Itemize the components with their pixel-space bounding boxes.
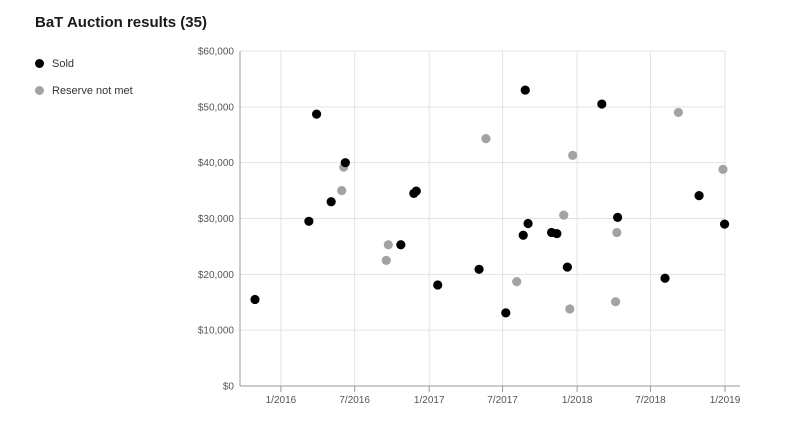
y-tick-label: $10,000 (198, 326, 235, 337)
data-point-sold[interactable] (518, 230, 528, 240)
data-point-sold[interactable] (304, 216, 314, 226)
data-point-sold[interactable] (326, 197, 336, 207)
data-point-sold[interactable] (719, 219, 730, 229)
x-tick-label: 7/2016 (339, 395, 370, 406)
data-point-sold[interactable] (694, 191, 704, 201)
data-point-sold[interactable] (474, 264, 484, 274)
x-tick-label: 1/2018 (562, 395, 593, 406)
data-point-reserve-not-met[interactable] (565, 304, 575, 314)
legend: Sold Reserve not met (35, 50, 133, 104)
y-tick-label: $0 (223, 382, 235, 393)
data-point-sold[interactable] (411, 186, 421, 196)
y-tick-label: $20,000 (198, 270, 235, 281)
data-point-sold[interactable] (562, 262, 572, 272)
data-point-sold[interactable] (660, 273, 670, 283)
data-point-reserve-not-met[interactable] (718, 164, 728, 174)
y-tick-label: $60,000 (198, 47, 235, 58)
data-point-reserve-not-met[interactable] (481, 134, 491, 144)
axes (239, 51, 740, 392)
x-tick-label: 7/2017 (487, 395, 518, 406)
legend-label-sold: Sold (52, 57, 75, 70)
data-point-sold[interactable] (250, 294, 260, 305)
legend-dot-sold-icon (35, 59, 44, 68)
data-point-reserve-not-met[interactable] (559, 210, 569, 220)
data-point-sold[interactable] (597, 99, 607, 109)
data-point-reserve-not-met[interactable] (512, 276, 522, 287)
x-tick-label: 1/2019 (710, 395, 741, 406)
data-point-reserve-not-met[interactable] (383, 240, 393, 250)
data-point-reserve-not-met[interactable] (673, 107, 684, 118)
legend-item-sold[interactable]: Sold (35, 50, 133, 77)
data-point-sold[interactable] (311, 109, 322, 119)
y-axis-tick-labels: $0 $10,000 $20,000 $30,000 $40,000 $50,000 $60… (198, 47, 235, 393)
legend-dot-reserve-not-met-icon (35, 86, 44, 95)
data-point-sold[interactable] (613, 212, 623, 222)
x-tick-label: 1/2016 (266, 395, 297, 406)
data-point-reserve-not-met[interactable] (337, 185, 347, 196)
x-axis-tick-labels: 1/2016 7/2016 1/2017 7/2017 1/2018 7/2018 1/20… (266, 395, 741, 406)
data-point-sold[interactable] (552, 228, 562, 239)
data-point-sold[interactable] (433, 280, 443, 290)
y-tick-label: $50,000 (198, 102, 235, 113)
data-point-reserve-not-met[interactable] (612, 227, 622, 238)
x-tick-label: 7/2018 (635, 395, 666, 406)
data-point-sold[interactable] (501, 308, 511, 318)
y-tick-label: $30,000 (198, 214, 235, 225)
data-point-sold[interactable] (340, 158, 350, 168)
chart-title: BaT Auction results (35) (35, 14, 207, 31)
legend-label-reserve-not-met: Reserve not met (52, 84, 133, 97)
data-point-sold[interactable] (520, 85, 530, 95)
grid-lines (240, 50, 726, 387)
x-tick-label: 1/2017 (414, 395, 445, 406)
data-point-reserve-not-met[interactable] (611, 297, 621, 307)
legend-item-reserve-not-met[interactable]: Reserve not met (35, 77, 133, 104)
data-point-reserve-not-met[interactable] (381, 255, 391, 265)
data-points (250, 85, 730, 318)
data-point-sold[interactable] (523, 218, 533, 229)
data-point-sold[interactable] (396, 240, 406, 250)
y-tick-label: $40,000 (198, 158, 235, 169)
data-point-reserve-not-met[interactable] (568, 150, 578, 161)
